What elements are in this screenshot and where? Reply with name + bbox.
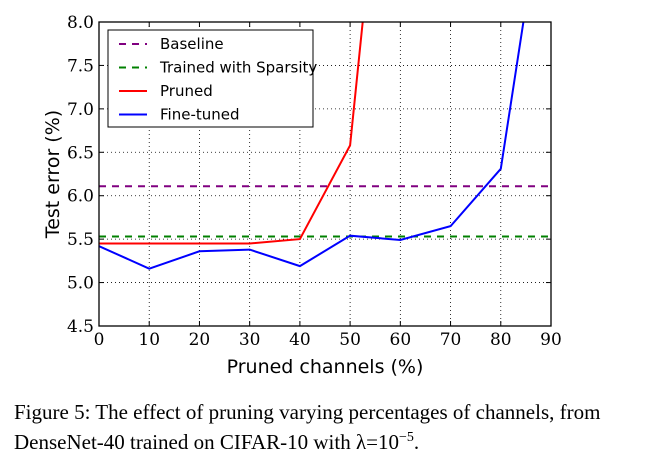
x-tick-label: 10 — [138, 330, 160, 350]
plot-frame — [98, 21, 552, 327]
series-pruned-line — [99, 22, 364, 245]
caption-text: Figure 5: The effect of pruning varying … — [14, 400, 601, 454]
legend-label-fine-tuned: Fine-tuned — [160, 106, 240, 124]
caption-exponent: −5 — [399, 430, 414, 445]
y-tick-label: 5.0 — [67, 274, 94, 294]
y-axis-label: Test error (%) — [42, 110, 64, 239]
y-tick-label: 6.5 — [67, 143, 94, 163]
tick-labels: 0 10 20 30 40 50 60 70 80 90 4.5 5.0 5.5 6.0 6.5 7.0 7.5… — [67, 13, 562, 350]
legend-label-pruned: Pruned — [160, 82, 213, 100]
y-tick-label: 7.5 — [67, 56, 94, 76]
x-tick-label: 70 — [440, 330, 462, 350]
series-fine-tuned-line — [99, 22, 525, 270]
x-tick-label: 80 — [490, 330, 512, 350]
x-tick-label: 30 — [239, 330, 261, 350]
x-tick-label: 40 — [289, 330, 311, 350]
legend: Baseline Trained with Sparsity Pruned Fine-… — [107, 29, 317, 128]
chart: 0 10 20 30 40 50 60 70 80 90 4.5 5.0 5.5 6.0 6.5 7.0 7.5… — [42, 13, 562, 378]
legend-label-baseline: Baseline — [160, 35, 224, 53]
x-tick-label: 0 — [94, 330, 105, 350]
grid — [99, 22, 551, 326]
y-tick-label: 5.5 — [67, 230, 94, 250]
x-tick-label: 60 — [390, 330, 412, 350]
x-tick-label: 90 — [540, 330, 562, 350]
series-lines — [99, 22, 551, 270]
caption-suffix: . — [413, 430, 420, 454]
x-axis-label: Pruned channels (%) — [227, 356, 424, 378]
figure-caption: Figure 5: The effect of pruning varying … — [14, 397, 639, 457]
x-tick-label: 20 — [189, 330, 211, 350]
y-tick-label: 6.0 — [67, 187, 94, 207]
legend-label-trained-with-sparsity: Trained with Sparsity — [159, 59, 317, 77]
x-tick-label: 50 — [339, 330, 361, 350]
legend-box — [107, 29, 314, 128]
y-tick-label: 8.0 — [67, 13, 94, 33]
y-tick-label: 4.5 — [67, 317, 94, 337]
y-tick-label: 7.0 — [67, 100, 94, 120]
